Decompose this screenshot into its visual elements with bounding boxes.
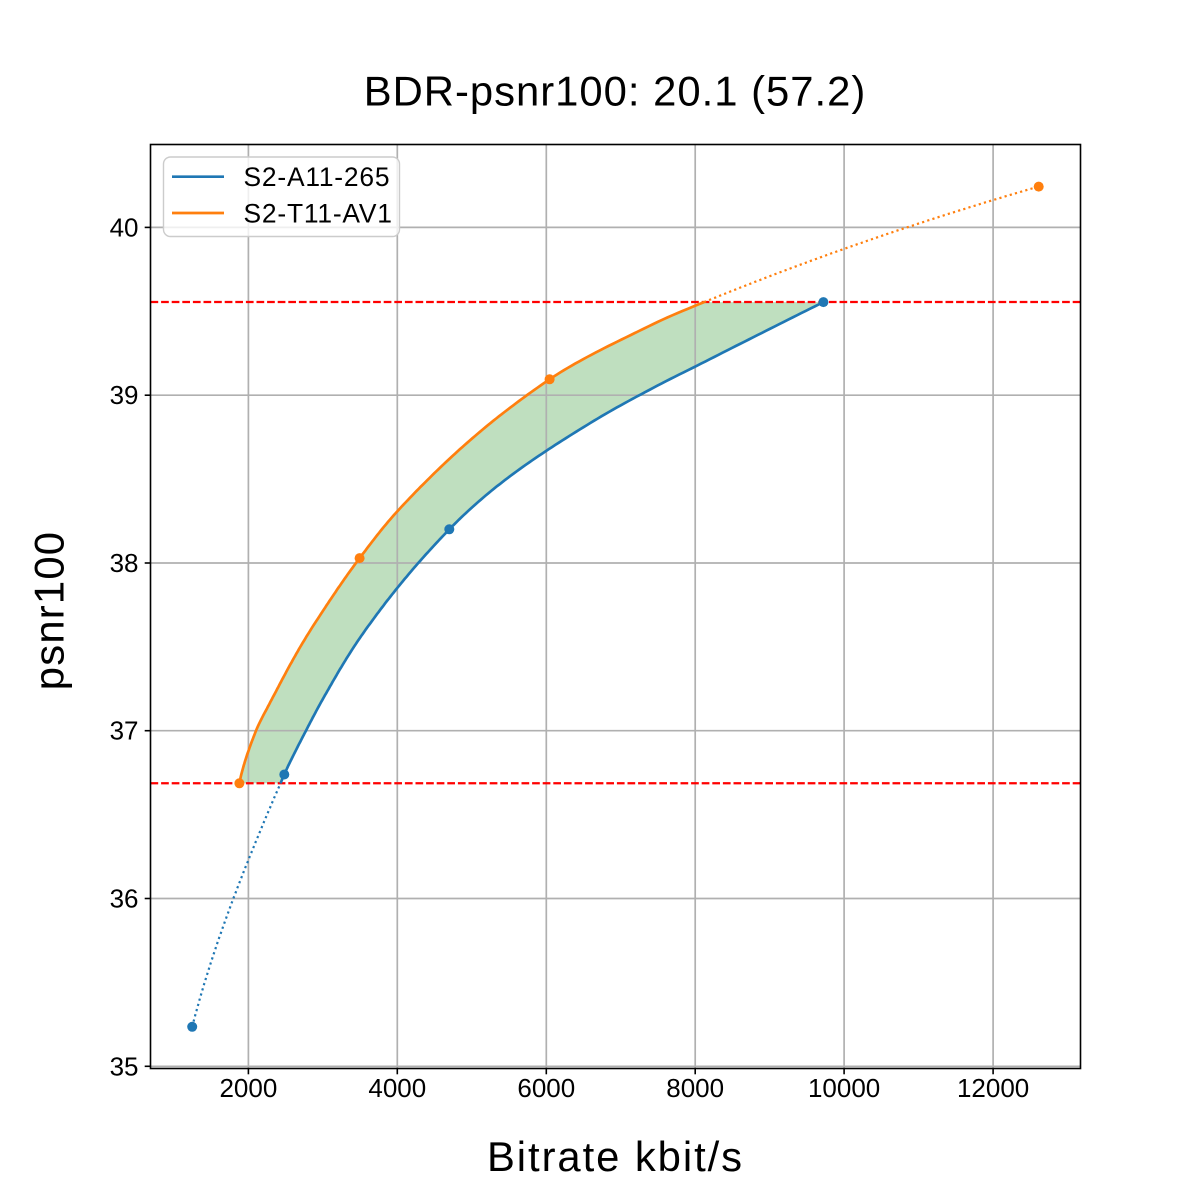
svg-text:S2-T11-AV1: S2-T11-AV1 — [244, 198, 393, 228]
svg-text:6000: 6000 — [517, 1073, 575, 1103]
svg-text:S2-A11-265: S2-A11-265 — [244, 162, 391, 192]
svg-text:36: 36 — [110, 884, 139, 914]
svg-text:37: 37 — [110, 716, 139, 746]
svg-text:8000: 8000 — [666, 1073, 724, 1103]
svg-text:4000: 4000 — [368, 1073, 426, 1103]
svg-text:35: 35 — [110, 1051, 139, 1081]
svg-text:38: 38 — [110, 548, 139, 578]
svg-text:10000: 10000 — [808, 1073, 880, 1103]
svg-text:40: 40 — [110, 212, 139, 242]
svg-text:BDR-psnr100: 20.1 (57.2): BDR-psnr100: 20.1 (57.2) — [364, 67, 867, 114]
svg-text:psnr100: psnr100 — [25, 531, 72, 690]
svg-text:Bitrate kbit/s: Bitrate kbit/s — [487, 1133, 744, 1180]
svg-text:2000: 2000 — [219, 1073, 277, 1103]
svg-text:12000: 12000 — [957, 1073, 1029, 1103]
svg-text:39: 39 — [110, 380, 139, 410]
